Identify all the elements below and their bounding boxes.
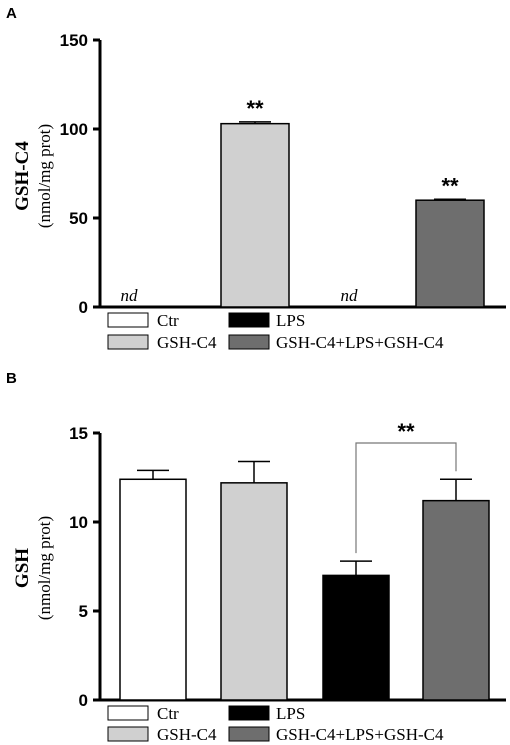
legend-b-item-lps: LPS [228, 704, 305, 723]
panel-a-legend: Ctr LPS GSH-C4 GSH-C4+LPS+GSH-C4 [107, 311, 444, 352]
legend-b-swatch-ctr [107, 705, 149, 721]
legend-a-label-combo: GSH-C4+LPS+GSH-C4 [276, 333, 444, 352]
legend-a-item-ctr: Ctr [107, 311, 179, 330]
panel-a-bar [220, 122, 290, 308]
panel-a-yunit: (nmol/mg prot) [35, 124, 54, 228]
panel-a-ylabel: GSH-C4 [12, 141, 33, 211]
legend-a-item-lps: LPS [228, 311, 305, 330]
panel-a-nd-label: nd [121, 286, 139, 305]
panel-a-ytick-label: 100 [60, 120, 88, 139]
panel-b-bar [322, 574, 390, 701]
legend-b-label-ctr: Ctr [157, 704, 179, 723]
legend-a-label-ctr: Ctr [157, 311, 179, 330]
legend-b-item-gshc4: GSH-C4 [107, 725, 217, 744]
legend-b-swatch-combo [228, 726, 270, 742]
legend-b-item-combo: GSH-C4+LPS+GSH-C4 [228, 725, 444, 744]
panel-b-bar [119, 478, 187, 701]
panel-b-bars: ** [119, 419, 490, 701]
panel-a-bar [415, 199, 485, 308]
legend-a-label-gshc4: GSH-C4 [157, 333, 217, 352]
legend-b-label-lps: LPS [276, 704, 305, 723]
legend-b-label-gshc4: GSH-C4 [157, 725, 217, 744]
panel-b-comparison-label: ** [397, 419, 415, 444]
panel-b-yunit: (nmol/mg prot) [35, 516, 54, 620]
panel-b-letter: B [6, 370, 17, 387]
panel-b-ytick-label: 15 [69, 424, 88, 443]
panel-b-ytick-label: 10 [69, 513, 88, 532]
legend-a-swatch-combo [228, 334, 270, 350]
panel-b-ylabel: GSH [12, 548, 33, 588]
legend-b-label-combo: GSH-C4+LPS+GSH-C4 [276, 725, 444, 744]
panel-b: B GSH (nmol/mg prot) 0 5 10 15 ** [6, 370, 506, 710]
panel-b-ytick-label: 0 [79, 691, 88, 710]
panel-b-legend: Ctr LPS GSH-C4 GSH-C4+LPS+GSH-C4 [107, 704, 444, 744]
panel-b-ytick-label: 5 [79, 602, 88, 621]
legend-a-swatch-lps [228, 312, 270, 328]
panel-b-bar [220, 482, 288, 701]
panel-a-nd-label: nd [341, 286, 359, 305]
legend-a-swatch-gshc4 [107, 334, 149, 350]
legend-a-swatch-ctr [107, 312, 149, 328]
panel-a-ytick-label: 50 [69, 209, 88, 228]
panel-a-letter: A [6, 5, 17, 22]
legend-a-item-gshc4: GSH-C4 [107, 333, 217, 352]
panel-a-ytick-label: 150 [60, 31, 88, 50]
legend-b-swatch-lps [228, 705, 270, 721]
panel-a-significance-label: ** [441, 173, 459, 198]
panel-a-bars: nd ** nd ** [121, 96, 485, 308]
legend-a-label-lps: LPS [276, 311, 305, 330]
panel-a-significance-label: ** [246, 96, 264, 121]
legend-b-swatch-gshc4 [107, 726, 149, 742]
panel-a-ytick-label: 0 [79, 298, 88, 317]
legend-b-item-ctr: Ctr [107, 704, 179, 723]
legend-a-item-combo: GSH-C4+LPS+GSH-C4 [228, 333, 444, 352]
panel-b-bar [422, 499, 490, 701]
panel-b-comparison-bracket [355, 442, 457, 554]
